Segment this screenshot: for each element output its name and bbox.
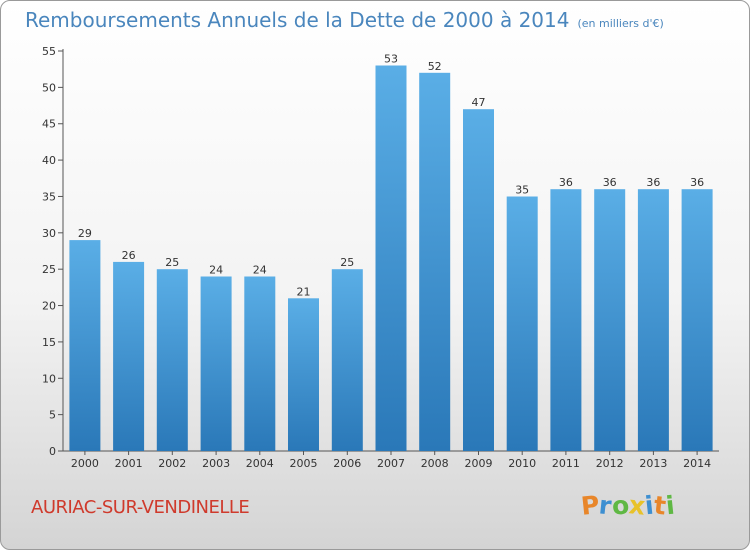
x-tick-label: 2003 [202, 457, 230, 470]
bar-value-label: 26 [122, 249, 136, 262]
chart-bars: 29 26 25 24 24 21 25 53 52 47 35 36 36 36 36 [69, 53, 713, 452]
y-tick-label: 0 [49, 445, 56, 458]
x-tick-label: 2011 [552, 457, 580, 470]
y-tick-label: 30 [42, 227, 56, 240]
bar [681, 189, 713, 451]
bar [637, 189, 669, 451]
x-tick-label: 2000 [71, 457, 99, 470]
y-tick-label: 25 [42, 263, 56, 276]
y-tick-label: 50 [42, 81, 56, 94]
bar [69, 240, 101, 451]
x-tick-label: 2005 [290, 457, 318, 470]
y-tick-label: 35 [42, 190, 56, 203]
x-tick-label: 2007 [377, 457, 405, 470]
bar-value-label: 47 [472, 96, 486, 109]
commune-name: AURIAC-SUR-VENDINELLE [31, 497, 250, 518]
x-tick-label: 2006 [333, 457, 361, 470]
y-tick-label: 40 [42, 154, 56, 167]
y-tick-label: 55 [42, 45, 56, 58]
y-tick-label: 10 [42, 372, 56, 385]
bar-value-label: 36 [690, 176, 704, 189]
x-tick-label: 2014 [683, 457, 711, 470]
chart-axes: 0 5 10 15 20 25 30 35 40 45 50 55 2000 2001 2002 2003 20… [42, 45, 719, 470]
bar-value-label: 25 [340, 256, 354, 269]
bar [419, 72, 451, 452]
bar-value-label: 36 [559, 176, 573, 189]
y-tick-label: 15 [42, 336, 56, 349]
bar-value-label: 52 [428, 60, 442, 73]
bar-value-label: 24 [209, 264, 223, 277]
bar [550, 189, 582, 451]
bar [506, 196, 538, 451]
y-tick-label: 45 [42, 118, 56, 131]
y-tick-label: 20 [42, 300, 56, 313]
x-tick-label: 2004 [246, 457, 274, 470]
bar [244, 276, 276, 451]
chart-title: Remboursements Annuels de la Dette de 20… [25, 8, 570, 32]
x-tick-label: 2008 [421, 457, 449, 470]
bar [594, 189, 626, 451]
bar [113, 261, 145, 451]
x-tick-label: 2010 [508, 457, 536, 470]
bar-value-label: 36 [603, 176, 617, 189]
bar [331, 269, 363, 451]
x-tick-label: 2001 [115, 457, 143, 470]
chart-subtitle: (en milliers d'€) [577, 17, 664, 30]
proxiti-logo: Proxiti [580, 490, 676, 521]
bar [200, 276, 232, 451]
logo-letter: i [664, 490, 676, 521]
bar-value-label: 35 [515, 184, 529, 197]
bar-value-label: 24 [253, 264, 267, 277]
x-tick-label: 2013 [639, 457, 667, 470]
chart-title-block: Remboursements Annuels de la Dette de 20… [25, 8, 664, 32]
x-tick-label: 2002 [158, 457, 186, 470]
bar [156, 269, 188, 451]
bar-value-label: 53 [384, 53, 398, 66]
x-tick-label: 2009 [465, 457, 493, 470]
bar [375, 65, 407, 451]
y-tick-label: 5 [49, 409, 56, 422]
bar-value-label: 29 [78, 227, 92, 240]
x-tick-label: 2012 [596, 457, 624, 470]
bar-value-label: 21 [297, 285, 311, 298]
bar [288, 298, 319, 451]
bar-value-label: 36 [646, 176, 660, 189]
bar-value-label: 25 [165, 256, 179, 269]
bar [463, 109, 494, 451]
